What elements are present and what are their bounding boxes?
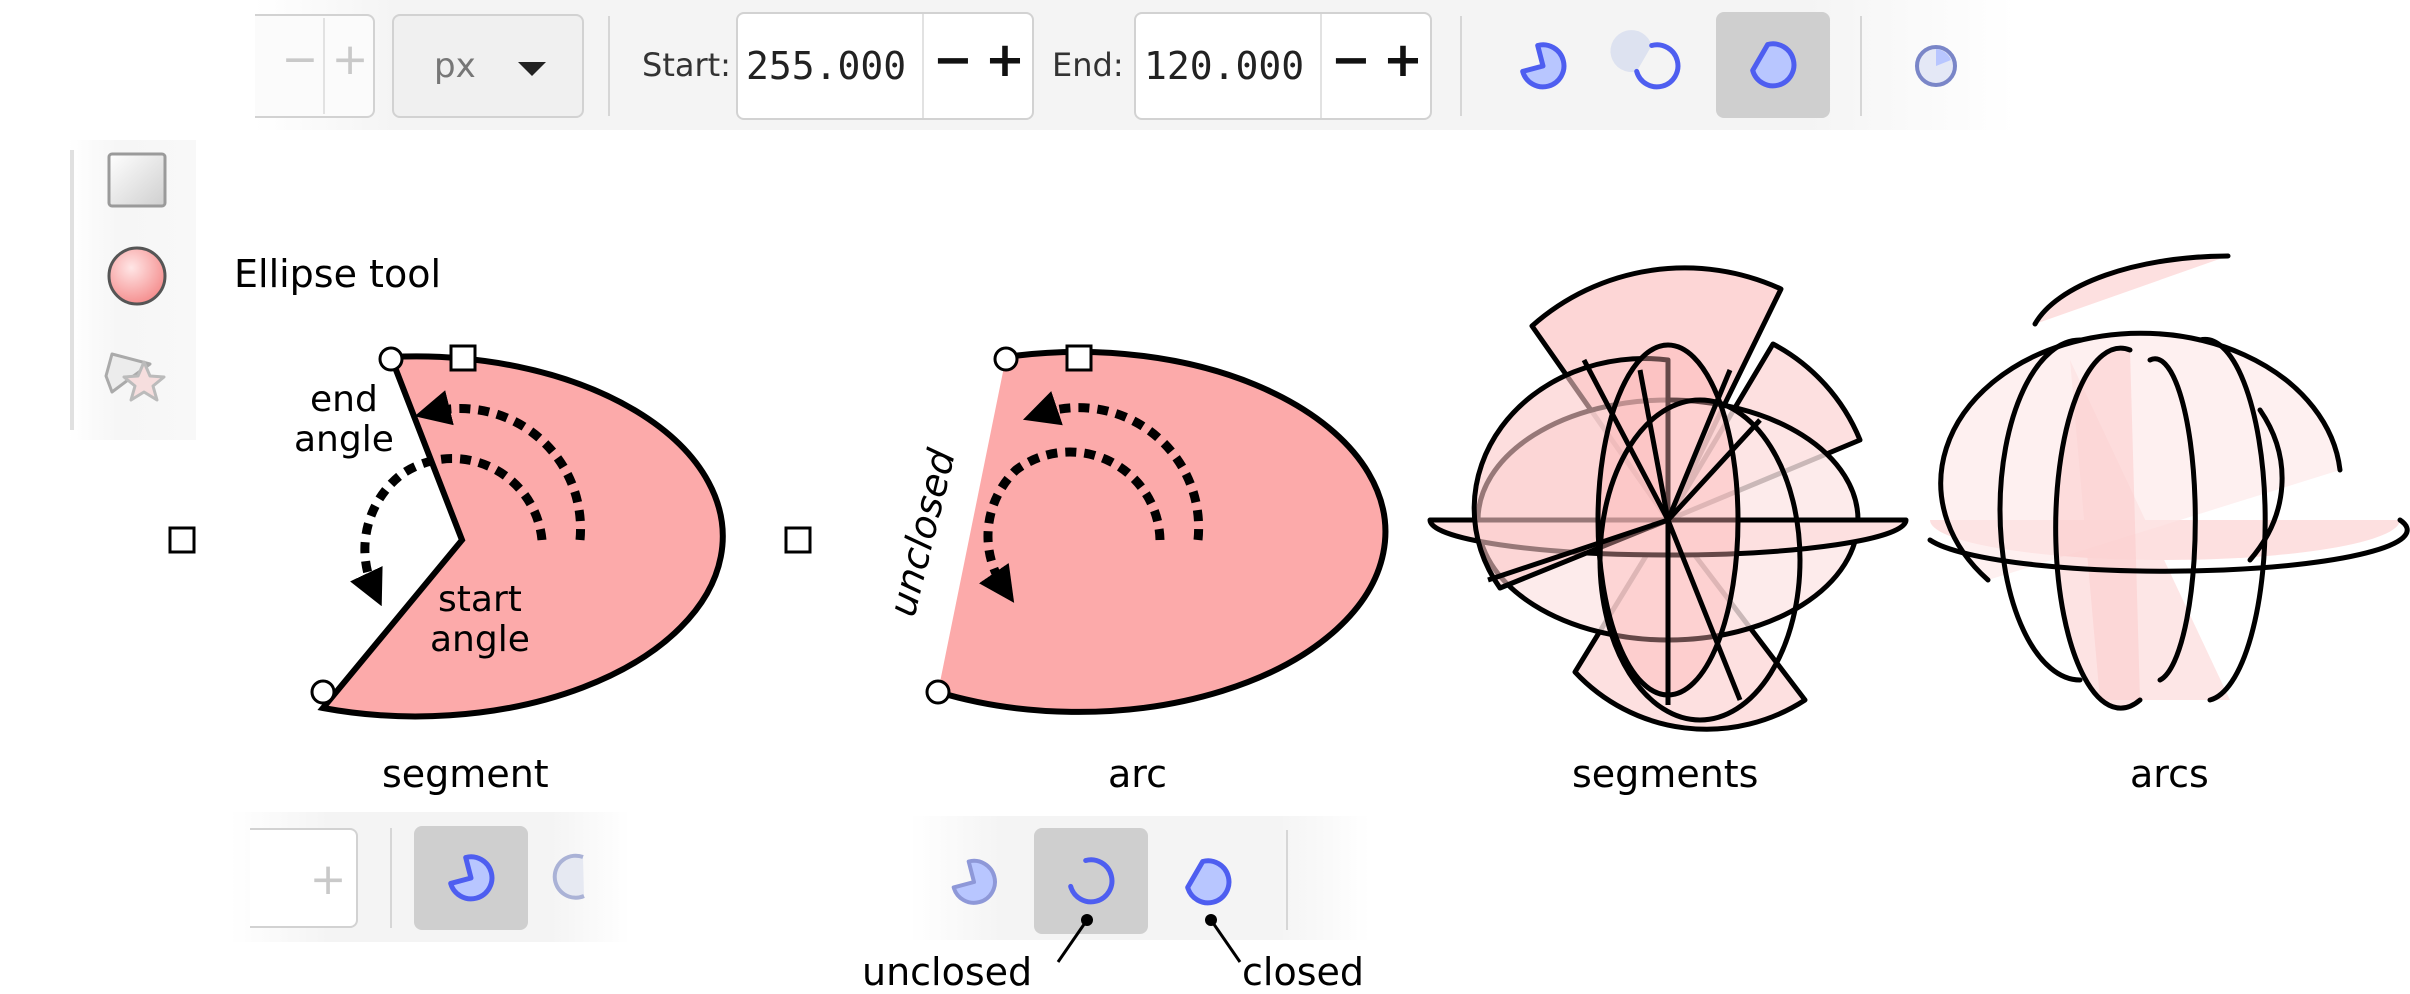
rectangle-tool-button[interactable] <box>92 140 182 220</box>
end-label: End: <box>1052 46 1124 84</box>
previous-stepper <box>255 14 375 118</box>
bbox-handle-left <box>168 526 196 554</box>
arc-figure <box>925 344 1389 715</box>
segments-figure <box>1427 265 1909 732</box>
start-label: Start: <box>642 46 731 84</box>
arc-bbox-handle-top <box>1065 344 1093 372</box>
mini-slice-button[interactable] <box>414 826 528 930</box>
end-increment-button[interactable]: + <box>1382 32 1424 88</box>
slice-icon <box>951 858 997 905</box>
arc-stroke <box>937 348 1389 715</box>
mini-increment-button[interactable]: + <box>309 854 347 905</box>
segment-caption: segment <box>382 752 549 796</box>
previous-decrement-button[interactable]: − <box>281 34 319 85</box>
start-angle-label: start angle <box>430 579 530 660</box>
arc-icon <box>552 853 585 900</box>
make-whole-icon <box>1915 45 1957 87</box>
segment-shape <box>317 353 726 720</box>
toolbar-separator-3 <box>1860 16 1862 116</box>
unclosed-callout: unclosed <box>862 950 1033 994</box>
ellipse-tool-icon <box>107 246 167 306</box>
toolbar-separator-2 <box>1460 16 1462 116</box>
end-angle-label: end angle <box>294 379 394 460</box>
segments-caption: segments <box>1572 752 1759 796</box>
star-tool-icon <box>104 352 166 402</box>
start-angle-handle <box>310 679 336 705</box>
start-angle-spinbox[interactable]: 255.000 − + <box>736 12 1034 120</box>
end-angle-spinbox[interactable]: 120.000 − + <box>1134 12 1432 120</box>
center-chord-button[interactable] <box>1158 830 1258 934</box>
mini-separator <box>390 828 392 928</box>
active-tool-label: Ellipse tool <box>234 252 442 296</box>
mini-stepper <box>250 828 358 928</box>
start-angle-value[interactable]: 255.000 <box>746 44 907 88</box>
arc-caption: arc <box>1108 752 1167 796</box>
bbox-handle-right <box>784 526 812 554</box>
star-tool-button[interactable] <box>92 332 182 412</box>
center-mini-separator <box>1286 830 1288 930</box>
center-slice-button[interactable] <box>924 830 1024 934</box>
start-decrement-button[interactable]: − <box>932 32 974 88</box>
segment-figure <box>168 344 812 720</box>
end-angle-value[interactable]: 120.000 <box>1144 44 1305 88</box>
start-increment-button[interactable]: + <box>984 32 1026 88</box>
previous-increment-button[interactable]: + <box>331 34 369 85</box>
chord-icon <box>1185 858 1232 906</box>
rectangle-tool-icon <box>107 152 167 208</box>
end-angle-handle <box>378 346 404 372</box>
unit-value: px <box>434 46 476 86</box>
arc-icon <box>1068 857 1115 905</box>
chord-icon <box>1750 41 1797 89</box>
slice-button[interactable] <box>1488 14 1598 118</box>
end-spin-divider <box>1320 14 1322 118</box>
stepper-divider <box>323 18 325 114</box>
chord-button[interactable] <box>1716 12 1830 118</box>
end-decrement-button[interactable]: − <box>1330 32 1372 88</box>
arc-button[interactable] <box>1602 14 1712 118</box>
ellipse-tool-button[interactable] <box>92 236 182 316</box>
slice-icon <box>1520 42 1567 90</box>
arcs-caption: arcs <box>2130 752 2209 796</box>
make-whole-button[interactable] <box>1886 14 1986 118</box>
unit-dropdown[interactable]: px <box>392 14 584 118</box>
toolbar-separator-1 <box>608 16 610 116</box>
toolbox-edge <box>70 150 74 430</box>
arc-icon <box>1610 30 1681 90</box>
arc-start-handle <box>925 679 951 705</box>
arcs-figure <box>1927 253 2410 711</box>
bbox-handle-top <box>449 344 477 372</box>
mini-arc-button[interactable] <box>536 826 616 930</box>
slice-icon <box>448 854 495 902</box>
closed-callout: closed <box>1242 950 1364 994</box>
start-spin-divider <box>922 14 924 118</box>
chevron-down-icon <box>518 62 546 76</box>
arc-end-handle <box>993 346 1019 372</box>
